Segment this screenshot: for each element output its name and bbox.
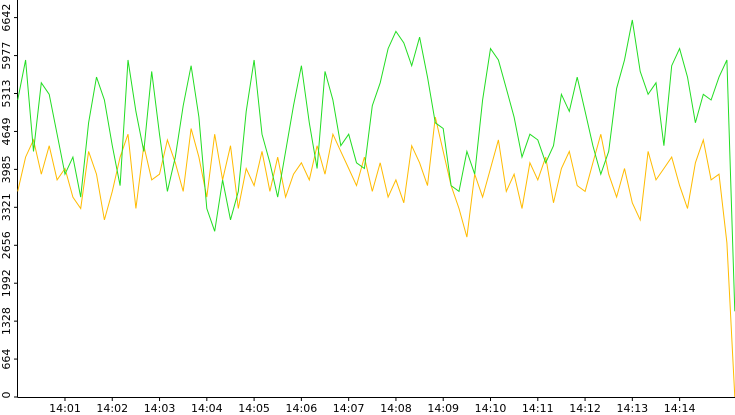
y-tick-label: 0: [0, 392, 13, 399]
x-tick-label: 14:07: [333, 402, 365, 415]
y-tick-label: 1328: [0, 307, 13, 335]
series-line: [17, 116, 735, 398]
x-tick-label: 14:14: [664, 402, 696, 415]
x-tick-label: 14:13: [616, 402, 648, 415]
y-tick-label: 4649: [0, 117, 13, 145]
x-tick-label: 14:06: [286, 402, 318, 415]
x-tick-label: 14:05: [238, 402, 270, 415]
y-tick-label: 5977: [0, 42, 13, 70]
y-tick-label: 3985: [0, 155, 13, 183]
x-tick-label: 14:03: [144, 402, 176, 415]
x-tick-label: 14:09: [427, 402, 459, 415]
y-tick-label: 6642: [0, 4, 13, 32]
x-tick-label: 14:12: [569, 402, 601, 415]
y-tick-label: 1992: [0, 269, 13, 297]
y-tick-label: 3321: [0, 193, 13, 221]
x-tick-label: 14:08: [380, 402, 412, 415]
x-tick-label: 14:01: [49, 402, 81, 415]
series-line: [17, 19, 735, 312]
y-tick-label: 2656: [0, 231, 13, 259]
x-tick-label: 14:10: [475, 402, 507, 415]
y-tick-label: 5313: [0, 80, 13, 108]
y-tick-label: 664: [0, 349, 13, 370]
x-tick-label: 14:02: [96, 402, 128, 415]
x-tick-label: 14:11: [522, 402, 554, 415]
x-tick-label: 14:04: [191, 402, 223, 415]
